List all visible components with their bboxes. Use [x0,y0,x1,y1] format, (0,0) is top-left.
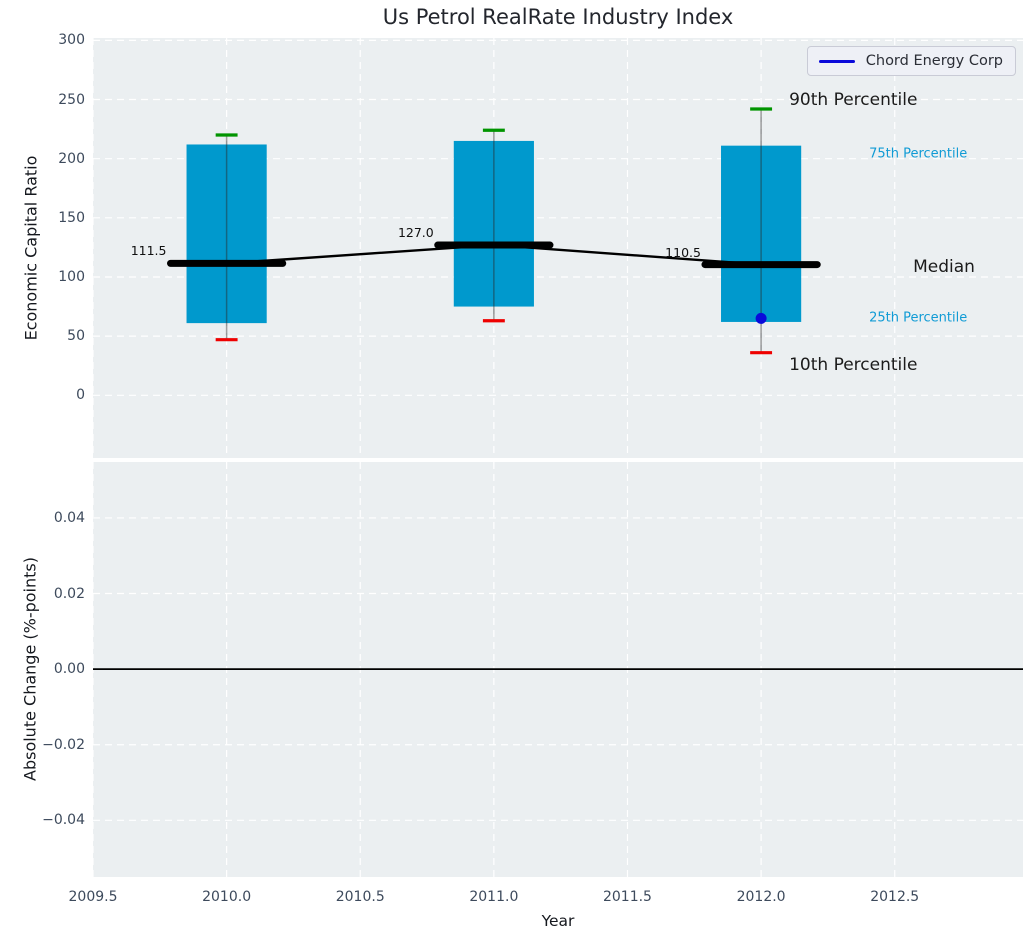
y-tick-label: 0.02 [53,585,85,602]
percentile-bar-2012 [721,145,802,322]
x-tick-label: 2011.5 [602,889,652,905]
x-tick-label: 2010.0 [202,889,252,905]
chart-title: Us Petrol RealRate Industry Index [382,5,734,29]
annotation-10th-percentile: 10th Percentile [789,354,918,375]
y-tick-label: 0 [76,387,85,404]
median-value-label-2012: 110.5 [665,244,701,260]
y-tick-label: 300 [58,32,85,49]
annotation-75th-percentile: 75th Percentile [869,146,968,162]
annotation-25th-percentile: 25th Percentile [869,310,968,326]
y-tick-label: 100 [58,268,85,285]
y-tick-label: 0.00 [53,661,85,678]
y-tick-label: 0.04 [53,509,85,526]
median-value-label-2010: 111.5 [130,243,167,259]
legend-line-swatch [818,59,855,63]
percentile-bar-2011 [453,140,534,307]
x-tick-label: 2010.5 [335,889,385,905]
annotation-median: Median [913,256,975,277]
annotation-90th-percentile: 90th Percentile [789,89,918,110]
y-tick-label: 250 [58,91,85,108]
median-value-label-2011: 127.0 [397,225,434,241]
bottom-axes-plot-area [93,462,1023,877]
plot-svg-0 [93,38,1023,458]
top-axes-plot-area [93,38,1023,458]
x-tick-label: 2009.5 [68,889,118,905]
legend: Chord Energy Corp [806,46,1016,76]
x-tick-label: 2011.0 [469,889,519,905]
company-point [755,312,767,324]
x-tick-label: 2012.0 [736,889,786,905]
percentile-bar-2010 [186,144,267,324]
y-tick-label: −0.04 [42,812,85,829]
y-tick-label: −0.02 [42,736,85,753]
bottom-y-axis-label: Absolute Change (%-points) [20,557,40,781]
x-tick-label: 2012.5 [870,889,920,905]
legend-label: Chord Energy Corp [865,53,1003,69]
y-tick-label: 150 [58,209,85,226]
x-axis-label: Year [541,912,575,930]
top-y-axis-label: Economic Capital Ratio [21,155,41,341]
y-tick-label: 200 [58,150,85,167]
y-tick-label: 50 [67,328,85,345]
plot-svg-1 [93,462,1023,877]
